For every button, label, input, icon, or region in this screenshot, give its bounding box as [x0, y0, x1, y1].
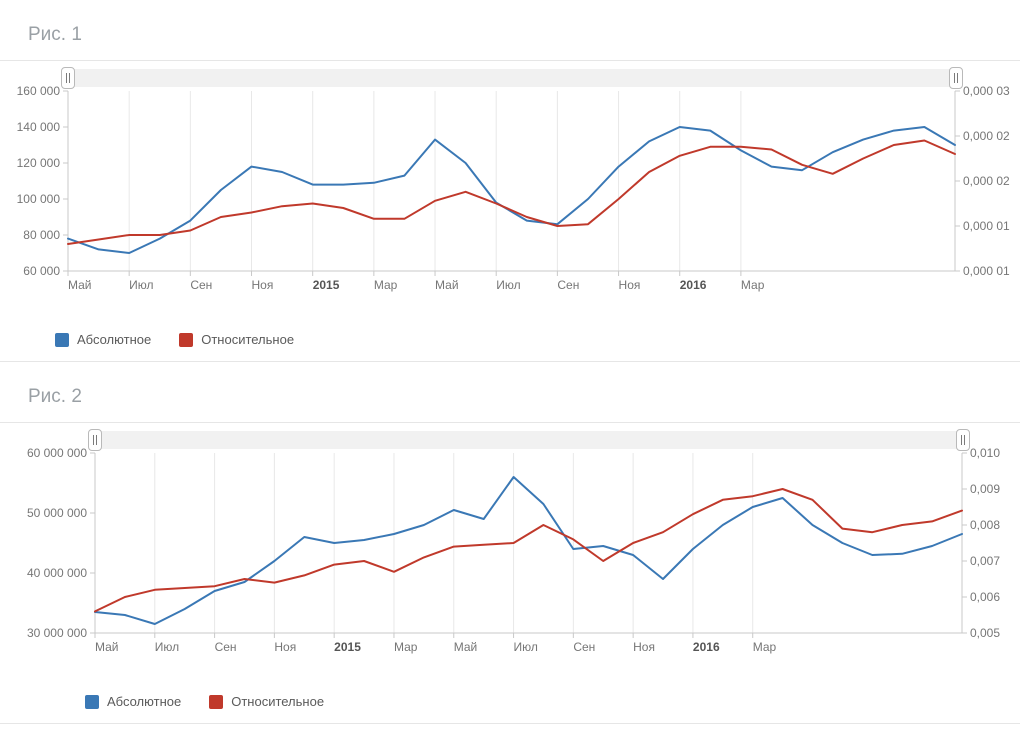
svg-text:Июл: Июл — [496, 278, 520, 292]
svg-text:2015: 2015 — [313, 278, 340, 292]
svg-text:0,008: 0,008 — [970, 518, 1000, 532]
svg-text:Ноя: Ноя — [274, 640, 296, 654]
svg-text:2015: 2015 — [334, 640, 361, 654]
svg-text:Сен: Сен — [557, 278, 579, 292]
svg-text:0,009: 0,009 — [970, 482, 1000, 496]
range-scroll-handle-left[interactable] — [61, 67, 75, 89]
svg-text:Май: Май — [95, 640, 119, 654]
svg-text:2016: 2016 — [680, 278, 707, 292]
svg-text:60 000: 60 000 — [23, 264, 60, 278]
legend-item-absolute[interactable]: Абсолютное — [55, 332, 151, 347]
chart-1-svg: 60 000 80 000 100 000 120 000 140 000 160 000… — [10, 61, 1010, 301]
legend-item-relative[interactable]: Относительное — [179, 332, 294, 347]
svg-text:30 000 000: 30 000 000 — [27, 626, 87, 640]
svg-text:Июл: Июл — [129, 278, 153, 292]
legend-swatch-relative — [179, 333, 193, 347]
svg-text:Июл: Июл — [514, 640, 538, 654]
svg-text:2016: 2016 — [693, 640, 720, 654]
svg-text:0,000 015: 0,000 015 — [963, 219, 1010, 233]
range-scroll-track[interactable] — [95, 431, 962, 449]
svg-text:Май: Май — [68, 278, 92, 292]
svg-text:Мар: Мар — [374, 278, 398, 292]
svg-text:Мар: Мар — [753, 640, 777, 654]
svg-text:0,000 020: 0,000 020 — [963, 174, 1010, 188]
svg-text:Сен: Сен — [573, 640, 595, 654]
svg-text:0,000 025: 0,000 025 — [963, 129, 1010, 143]
legend-label-relative: Относительное — [201, 332, 294, 347]
svg-text:0,000 030: 0,000 030 — [963, 84, 1010, 98]
svg-text:0,005: 0,005 — [970, 626, 1000, 640]
svg-text:Сен: Сен — [190, 278, 212, 292]
legend-swatch-absolute — [85, 695, 99, 709]
figure-2-title: Рис. 2 — [0, 362, 1020, 422]
range-scroll-handle-right[interactable] — [956, 429, 970, 451]
svg-text:Май: Май — [435, 278, 459, 292]
svg-text:Ноя: Ноя — [633, 640, 655, 654]
legend-label-absolute: Абсолютное — [77, 332, 151, 347]
range-scroll-handle-right[interactable] — [949, 67, 963, 89]
range-scroll-handle-left[interactable] — [88, 429, 102, 451]
svg-text:0,010: 0,010 — [970, 446, 1000, 460]
legend-swatch-absolute — [55, 333, 69, 347]
svg-text:Ноя: Ноя — [252, 278, 274, 292]
chart-2: 30 000 000 40 000 000 50 000 000 60 000 000… — [10, 423, 1010, 663]
chart-1-legend: Абсолютное Относительное — [55, 332, 294, 347]
svg-text:Ноя: Ноя — [619, 278, 641, 292]
legend-item-absolute[interactable]: Абсолютное — [85, 694, 181, 709]
range-scroll-track[interactable] — [68, 69, 955, 87]
svg-text:Мар: Мар — [394, 640, 418, 654]
svg-text:Сен: Сен — [215, 640, 237, 654]
svg-text:100 000: 100 000 — [17, 192, 61, 206]
svg-text:160 000: 160 000 — [17, 84, 61, 98]
svg-text:0,006: 0,006 — [970, 590, 1000, 604]
legend-label-relative: Относительное — [231, 694, 324, 709]
svg-text:Май: Май — [454, 640, 478, 654]
chart-panel-2: 30 000 000 40 000 000 50 000 000 60 000 000… — [0, 422, 1020, 724]
figure-1-title: Рис. 1 — [0, 0, 1020, 60]
legend-item-relative[interactable]: Относительное — [209, 694, 324, 709]
svg-text:0,000 010: 0,000 010 — [963, 264, 1010, 278]
legend-label-absolute: Абсолютное — [107, 694, 181, 709]
chart-1: 60 000 80 000 100 000 120 000 140 000 160 000… — [10, 61, 1010, 301]
chart-2-legend: Абсолютное Относительное — [85, 694, 324, 709]
svg-text:Мар: Мар — [741, 278, 765, 292]
chart-panel-1: 60 000 80 000 100 000 120 000 140 000 160 000… — [0, 60, 1020, 362]
svg-text:80 000: 80 000 — [23, 228, 60, 242]
svg-text:0,007: 0,007 — [970, 554, 1000, 568]
svg-text:60 000 000: 60 000 000 — [27, 446, 87, 460]
svg-text:50 000 000: 50 000 000 — [27, 506, 87, 520]
svg-text:140 000: 140 000 — [17, 120, 61, 134]
legend-swatch-relative — [209, 695, 223, 709]
svg-text:40 000 000: 40 000 000 — [27, 566, 87, 580]
chart-2-svg: 30 000 000 40 000 000 50 000 000 60 000 000… — [10, 423, 1010, 663]
svg-text:120 000: 120 000 — [17, 156, 61, 170]
svg-text:Июл: Июл — [155, 640, 179, 654]
